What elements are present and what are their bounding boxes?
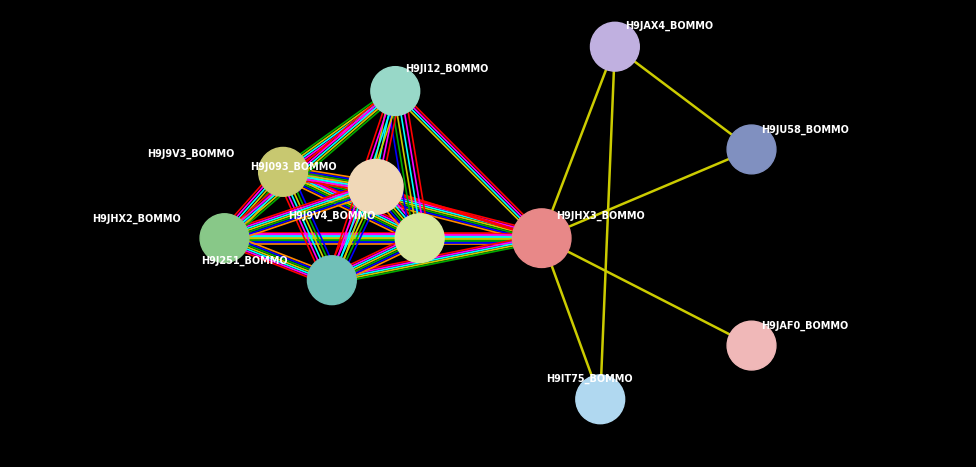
- Text: H9J9V4_BOMMO: H9J9V4_BOMMO: [288, 211, 376, 221]
- Ellipse shape: [590, 22, 639, 71]
- Ellipse shape: [727, 321, 776, 370]
- Ellipse shape: [348, 159, 403, 214]
- Text: H9J9V3_BOMMO: H9J9V3_BOMMO: [146, 149, 234, 159]
- Text: H9JAX4_BOMMO: H9JAX4_BOMMO: [625, 21, 712, 31]
- Text: H9JU58_BOMMO: H9JU58_BOMMO: [761, 125, 849, 135]
- Ellipse shape: [371, 67, 420, 115]
- Ellipse shape: [200, 214, 249, 262]
- Text: H9JI12_BOMMO: H9JI12_BOMMO: [405, 64, 488, 74]
- Text: H9J093_BOMMO: H9J093_BOMMO: [250, 162, 337, 172]
- Text: H9IT75_BOMMO: H9IT75_BOMMO: [547, 374, 633, 384]
- Text: H9JHX2_BOMMO: H9JHX2_BOMMO: [92, 213, 181, 224]
- Text: H9JHX3_BOMMO: H9JHX3_BOMMO: [556, 211, 645, 221]
- Ellipse shape: [727, 125, 776, 174]
- Text: H9J251_BOMMO: H9J251_BOMMO: [201, 255, 288, 266]
- Ellipse shape: [576, 375, 625, 424]
- Ellipse shape: [512, 209, 571, 268]
- Ellipse shape: [259, 148, 307, 196]
- Ellipse shape: [307, 256, 356, 304]
- Ellipse shape: [395, 214, 444, 262]
- Text: H9JAF0_BOMMO: H9JAF0_BOMMO: [761, 321, 848, 331]
